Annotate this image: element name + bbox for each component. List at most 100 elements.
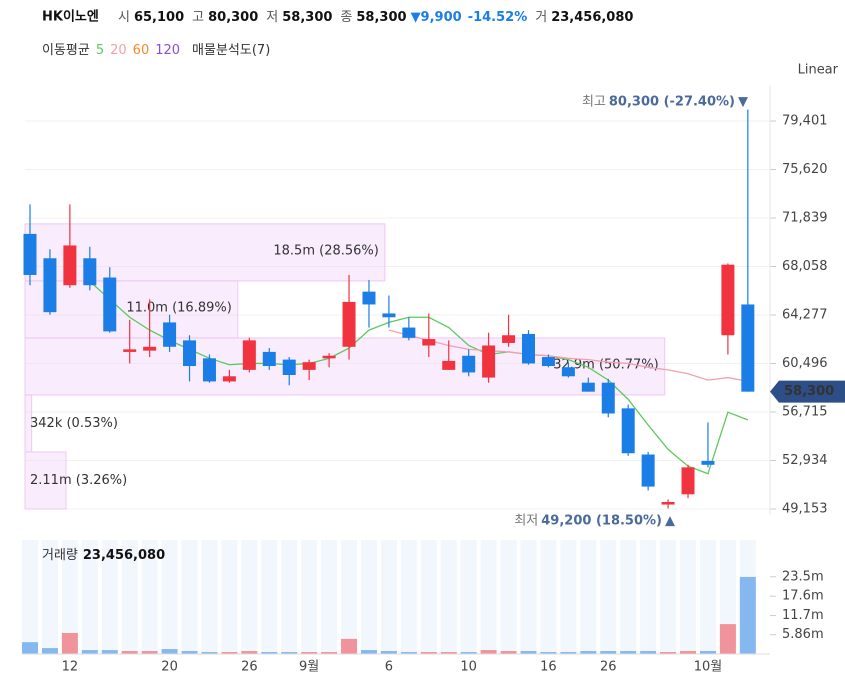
candle-body (581, 382, 595, 392)
volume-title: 거래량 23,456,080 (42, 548, 165, 563)
ma-legend: 60 (133, 43, 150, 58)
volume-column (400, 540, 417, 654)
volume-bar (281, 652, 298, 654)
ma-line (89, 280, 749, 475)
y-tick-label: 79,401 (782, 114, 828, 129)
candle-body (422, 339, 436, 346)
volume-column (480, 540, 497, 654)
candle-body (462, 355, 476, 373)
volume-bar (739, 576, 756, 654)
volume-bar (41, 648, 58, 654)
volume-bar (101, 650, 118, 654)
volume-column (61, 540, 78, 654)
candle-body (83, 258, 97, 286)
candle-body (342, 301, 356, 347)
y-tick-label: 52,934 (782, 453, 828, 468)
candle-body (222, 376, 236, 382)
volume-column (101, 540, 118, 654)
volume-column (81, 540, 98, 654)
x-tick-label: 9월 (299, 660, 319, 675)
volume-column (560, 540, 577, 654)
price-tag-label: 58,300 (784, 384, 834, 399)
candle-body (522, 333, 535, 364)
volume-bar (560, 652, 577, 654)
x-tick-label: 12 (62, 660, 79, 675)
candle-body (282, 359, 296, 376)
volume-column (41, 540, 58, 654)
candle-body (362, 291, 376, 305)
volume-column (580, 540, 597, 654)
volume-bar (161, 649, 178, 654)
volume-bar (201, 652, 218, 654)
volume-bar (719, 624, 736, 654)
quote-value: 80,300 (208, 10, 258, 25)
volume-bar (81, 650, 98, 654)
volume-column (440, 540, 457, 654)
volume-column (420, 540, 437, 654)
low-note: 최저 49,200 (18.50%) ▲ (514, 513, 675, 528)
quote-label: 시 (118, 10, 130, 25)
volume-column (301, 540, 318, 654)
volume-column (141, 540, 158, 654)
candle-body (382, 313, 396, 318)
volume-column (520, 540, 537, 654)
scale-mode[interactable]: Linear (798, 63, 839, 78)
volume-bar (121, 651, 138, 654)
candle-body (43, 258, 57, 313)
profile-title: 매물분석도(7) (192, 43, 270, 58)
x-tick-label: 10 (460, 660, 477, 675)
y-tick-label: 68,058 (782, 259, 828, 274)
candle-body (482, 345, 496, 378)
candle-body (202, 358, 216, 382)
volume-bar (321, 652, 338, 654)
profile-label: 18.5m (28.56%) (273, 243, 378, 258)
x-tick-label: 10월 (694, 660, 723, 675)
change-pct: -14.52% (468, 10, 528, 25)
volume-bar (61, 632, 78, 654)
candle-body (63, 245, 77, 286)
volume-bar (261, 652, 278, 654)
volume-column (281, 540, 298, 654)
candle-body (143, 346, 157, 351)
volume-column (500, 540, 517, 654)
volume-column (660, 540, 677, 654)
volume-column (121, 540, 138, 654)
volume-bar (699, 651, 716, 654)
marker: ▲ (665, 513, 675, 528)
volume-bar (500, 651, 517, 654)
profile-label: 11.0m (16.89%) (126, 300, 231, 315)
candle-body (701, 460, 715, 465)
x-tick-label: 26 (600, 660, 617, 675)
volume-bar (480, 650, 497, 654)
volume-bar (301, 652, 318, 654)
volume-bar (620, 651, 637, 654)
volume-bar (600, 651, 617, 654)
candle-body (183, 340, 197, 367)
low-text: 49,200 (18.50%) (541, 513, 662, 528)
candle-body (442, 360, 456, 370)
volume-column (161, 540, 178, 654)
volume-bar (181, 651, 198, 654)
y-tick-label: 75,620 (782, 162, 828, 177)
candle-body (541, 357, 555, 367)
volume-column (201, 540, 218, 654)
quote-line: 시 65,100 고 80,300 저 58,300 종 58,300 ▼9,900 -14.52… (118, 10, 633, 25)
volume-bar (360, 650, 377, 654)
quote-value: 58,300 (356, 10, 406, 25)
volume-bar (520, 651, 537, 654)
quote-label: 종 (340, 10, 352, 25)
volume-title-value: 23,456,080 (83, 548, 165, 563)
marker: ▼ (738, 94, 748, 109)
candle-body (402, 327, 416, 338)
high-label: 최고 (582, 94, 606, 109)
ma-legend: 5 (96, 43, 104, 58)
volume-column (640, 540, 657, 654)
candle-body (123, 349, 137, 352)
volume-column (241, 540, 258, 654)
y-tick-label: 56,715 (782, 405, 828, 420)
volume-column (460, 540, 477, 654)
candle-body (661, 501, 675, 505)
candle-body (681, 467, 695, 495)
volume-bar (341, 638, 358, 654)
